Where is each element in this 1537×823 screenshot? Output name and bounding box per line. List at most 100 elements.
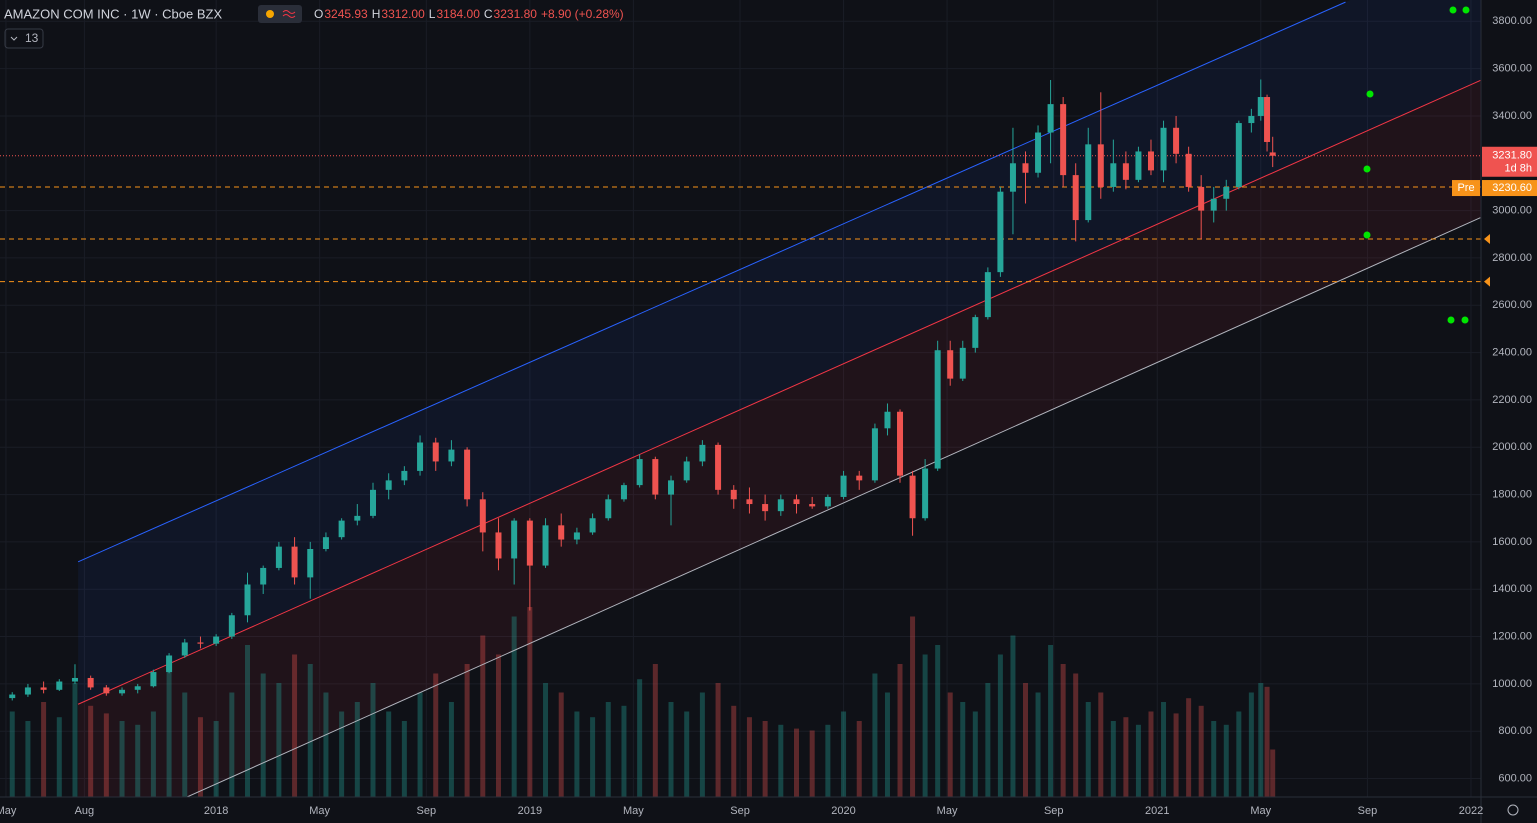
ohlc-key: O — [314, 7, 323, 21]
candle-body — [369, 489, 376, 516]
candle-body — [1122, 163, 1129, 180]
candle-body — [511, 520, 518, 559]
volume-bar — [972, 711, 978, 797]
channel-fill — [170, 80, 1481, 797]
session-icon — [266, 10, 274, 18]
interval-button[interactable] — [4, 28, 44, 49]
candle-body — [909, 475, 916, 519]
x-tick-label: Sep — [1358, 805, 1378, 817]
volume-bar — [746, 717, 752, 797]
volume-bar — [276, 683, 282, 797]
candle-body — [762, 504, 769, 512]
candle-body — [150, 672, 157, 687]
volume-bar — [947, 692, 953, 797]
volume-bar — [448, 702, 454, 797]
volume-bar — [417, 692, 423, 797]
volume-bar — [1085, 702, 1091, 797]
candle-body — [181, 642, 188, 656]
candle-body — [1264, 97, 1271, 142]
candle-body — [1160, 127, 1167, 171]
candle-body — [620, 485, 627, 500]
candle-body — [385, 480, 392, 490]
gear[interactable] — [1507, 804, 1519, 816]
ohlc-value: 3184.00 — [436, 7, 480, 21]
y-tick-label: 2200.00 — [1492, 394, 1532, 406]
candle-body — [683, 461, 690, 481]
channel-fill — [78, 663, 171, 797]
y-tick-label: 600.00 — [1498, 772, 1532, 784]
x-tick-label: Aug — [75, 805, 95, 817]
y-tick-label: 3800.00 — [1492, 15, 1532, 27]
candle-body — [354, 515, 361, 521]
volume-bar — [1123, 717, 1129, 797]
volume-bar — [182, 692, 188, 797]
volume-bar — [1198, 705, 1204, 797]
ohlc-value: 3312.00 — [381, 7, 425, 21]
pre-price: 3230.60 — [1492, 182, 1532, 194]
volume-bar — [292, 654, 298, 797]
candle-body — [947, 350, 954, 379]
volume-bar — [1010, 635, 1016, 797]
countdown: 1d 8h — [1504, 163, 1532, 175]
volume-bar — [543, 683, 549, 797]
candle-body — [1135, 151, 1142, 180]
candle-body — [746, 499, 753, 505]
candle-body — [166, 655, 173, 673]
candle-body — [1072, 175, 1079, 221]
session-icon — [282, 10, 296, 18]
volume-bar — [1161, 702, 1167, 797]
pre-price-box — [1482, 180, 1537, 197]
volume-bar — [1035, 692, 1041, 797]
volume-bar — [897, 664, 903, 797]
session-badge — [258, 5, 302, 23]
candle-body — [984, 272, 991, 318]
volume-bar — [354, 702, 360, 797]
volume-bar — [884, 692, 890, 797]
line-marker — [1484, 181, 1490, 192]
candle-body — [432, 442, 439, 462]
volume-bar — [1264, 686, 1270, 797]
volume-bar — [166, 664, 172, 797]
candle-body — [275, 546, 282, 568]
volume-bar — [72, 683, 78, 797]
x-tick-label: May — [1250, 805, 1271, 817]
settings-icon[interactable] — [1507, 804, 1519, 816]
volume-bar — [1236, 711, 1242, 797]
dot — [1363, 165, 1371, 173]
candle-body — [119, 689, 126, 694]
y-tick-label: 3000.00 — [1492, 205, 1532, 217]
volume-bar — [1270, 749, 1276, 797]
candle-body — [87, 677, 94, 688]
volume-bar — [793, 728, 799, 797]
volume-bar — [558, 692, 564, 797]
x-tick-label: 2018 — [204, 805, 228, 817]
candle-body — [1097, 144, 1104, 187]
candle-body — [40, 687, 47, 690]
candle-body — [1110, 163, 1117, 187]
volume-bar — [985, 683, 991, 797]
volume-bar — [825, 724, 831, 797]
price-label-box — [1482, 146, 1537, 177]
candle-body — [959, 347, 966, 379]
y-tick-label: 3400.00 — [1492, 110, 1532, 122]
candle-body — [934, 350, 941, 469]
volume-bar — [1098, 692, 1104, 797]
y-tick-label: 1000.00 — [1492, 678, 1532, 690]
candle-body — [417, 442, 424, 471]
x-tick-label: 2020 — [831, 805, 855, 817]
candle-body — [972, 317, 979, 348]
candle-body — [922, 468, 929, 519]
candle-body — [260, 567, 267, 585]
candle-body — [1235, 123, 1242, 187]
candle-body — [307, 549, 314, 578]
candle-body — [793, 499, 800, 505]
volume-bar — [715, 683, 721, 797]
candle-body — [526, 520, 533, 566]
candle-body — [1035, 132, 1042, 173]
candle-body — [1022, 163, 1029, 173]
channel-line — [77, 80, 1481, 705]
volume-bar — [652, 664, 658, 797]
